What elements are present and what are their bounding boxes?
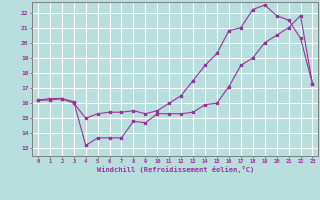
X-axis label: Windchill (Refroidissement éolien,°C): Windchill (Refroidissement éolien,°C) [97,166,254,173]
